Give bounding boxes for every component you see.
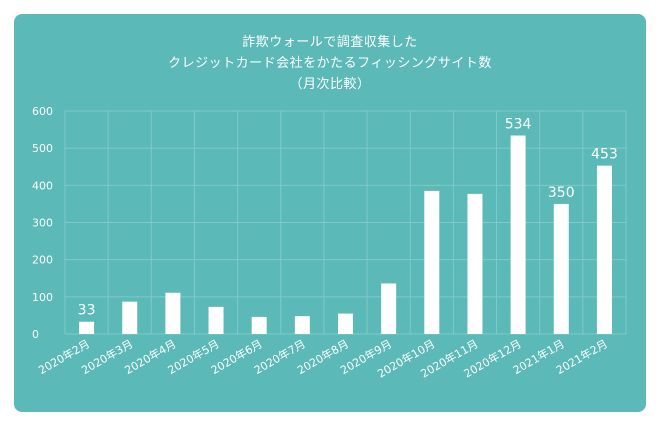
bar [79, 321, 95, 334]
y-tick-label: 0 [32, 328, 39, 341]
y-tick-label: 600 [32, 105, 53, 118]
bar [553, 203, 569, 334]
bar [467, 193, 483, 334]
data-label: 350 [548, 185, 575, 201]
y-tick-label: 400 [32, 179, 53, 192]
y-tick-label: 200 [32, 254, 53, 267]
data-label: 33 [78, 303, 96, 319]
title-line-3: （月次比較） [289, 77, 371, 92]
bar [510, 135, 526, 334]
bar [424, 190, 440, 334]
y-tick-label: 300 [32, 217, 53, 230]
data-label: 534 [505, 117, 532, 133]
bar [208, 306, 224, 334]
bar [294, 316, 310, 334]
bar [122, 301, 138, 334]
title-line-2: クレジットカード会社をかたるフィッシングサイト数 [168, 56, 492, 71]
chart-title: 詐欺ウォールで調査収集した クレジットカード会社をかたるフィッシングサイト数 （… [14, 32, 646, 95]
bar [251, 316, 267, 334]
data-label: 453 [591, 147, 618, 163]
bar [338, 313, 353, 334]
y-tick-label: 100 [32, 291, 53, 304]
y-tick-label: 500 [32, 142, 53, 155]
bar [165, 292, 181, 334]
chart-card [14, 14, 646, 412]
bar [596, 165, 612, 334]
bar [381, 283, 397, 334]
title-line-1: 詐欺ウォールで調査収集した [242, 35, 418, 50]
